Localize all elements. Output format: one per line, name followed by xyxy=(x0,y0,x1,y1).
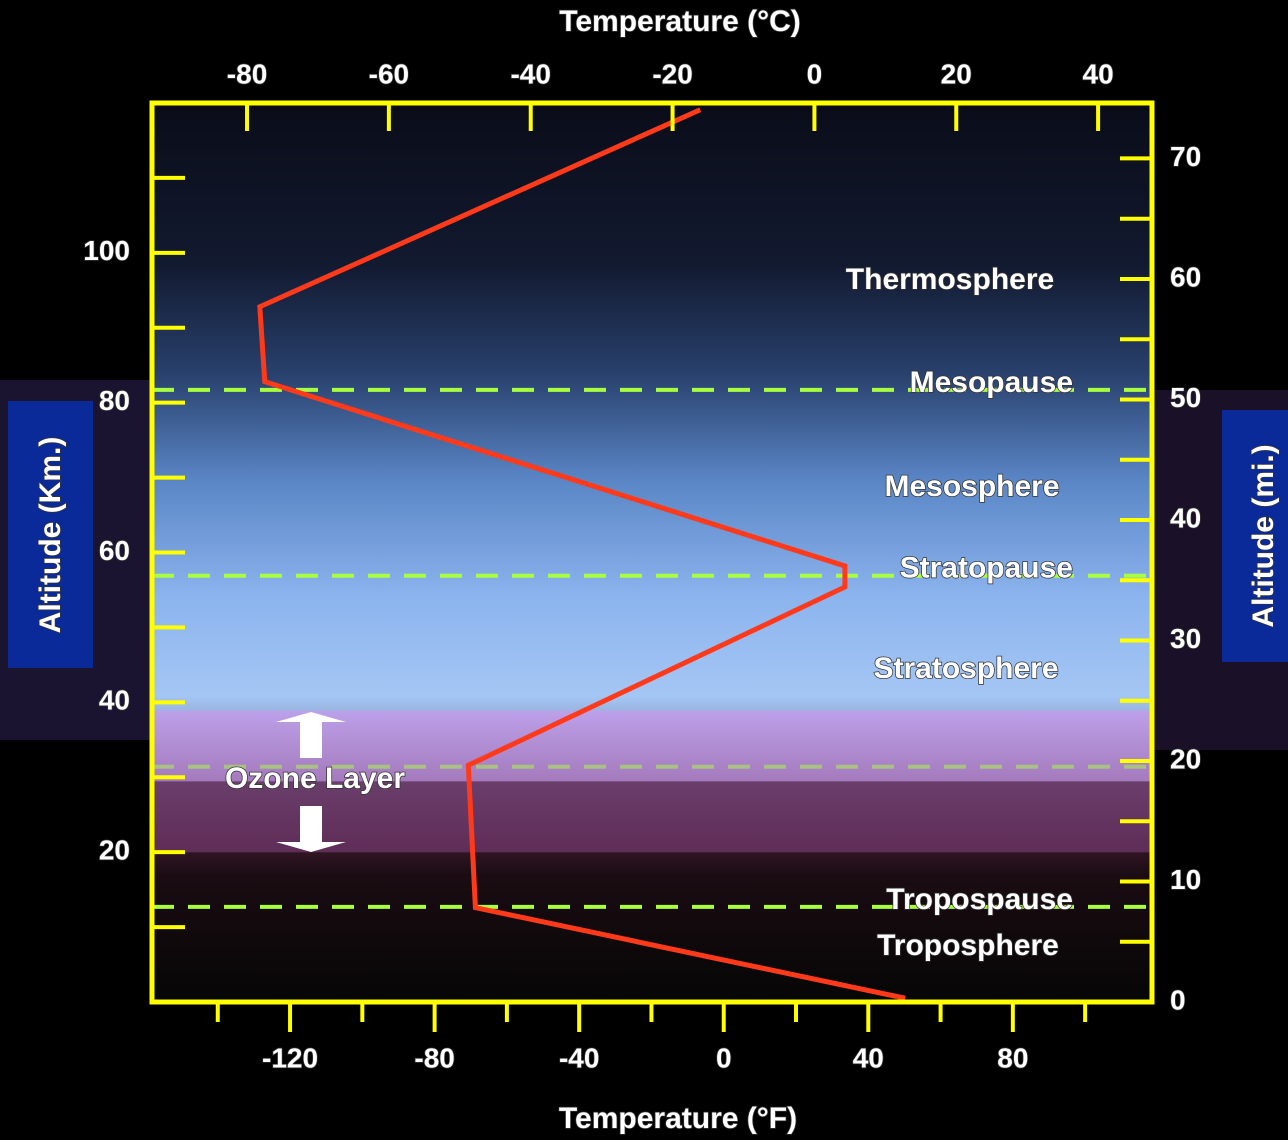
x-tick-label: -40 xyxy=(510,58,550,89)
x-tick-label: -80 xyxy=(227,58,267,89)
boundary-label: Tropospause xyxy=(886,883,1073,916)
ozone-label: Ozone Layer xyxy=(225,762,405,795)
x2-axis-label: Temperature (°F) xyxy=(559,1102,797,1135)
x-axis-label: Temperature (°C) xyxy=(559,5,800,38)
y2-tick-label: 60 xyxy=(1170,261,1201,292)
y2-tick-label: 30 xyxy=(1170,623,1201,654)
x2-tick-label: 80 xyxy=(997,1042,1028,1073)
chart: Thermosphere Mesosphere Stratosphere Tro… xyxy=(0,0,1288,1140)
y2-tick-label: 50 xyxy=(1170,382,1201,413)
y2-tick-label: 10 xyxy=(1170,864,1201,895)
x-tick-label: -60 xyxy=(369,58,409,89)
y-tick-label: 60 xyxy=(99,535,130,566)
y2-tick-label: 20 xyxy=(1170,743,1201,774)
y2-tick-label: 0 xyxy=(1170,984,1186,1015)
x2-tick-label: -120 xyxy=(262,1042,318,1073)
layer-label: Mesosphere xyxy=(884,470,1059,503)
x-tick-label: 20 xyxy=(941,58,972,89)
x-tick-label: 0 xyxy=(807,58,823,89)
x-tick-label: -20 xyxy=(652,58,692,89)
y2-tick-label: 70 xyxy=(1170,141,1201,172)
x2-tick-label: -40 xyxy=(559,1042,599,1073)
layer-label: Stratosphere xyxy=(873,652,1058,685)
x2-tick-label: 40 xyxy=(853,1042,884,1073)
x-tick-label: 40 xyxy=(1083,58,1114,89)
y-tick-label: 20 xyxy=(99,835,130,866)
y2-axis-label: Altitude (mi.) xyxy=(1247,444,1280,627)
layer-label: Troposphere xyxy=(877,929,1059,962)
boundary-label: Mesopause xyxy=(910,366,1073,399)
y-axis-label: Altitude (Km.) xyxy=(34,437,67,634)
x2-tick-label: 0 xyxy=(716,1042,732,1073)
y-tick-label: 80 xyxy=(99,385,130,416)
boundary-label: Stratopause xyxy=(900,552,1073,585)
y2-tick-label: 40 xyxy=(1170,502,1201,533)
layer-label: Thermosphere xyxy=(846,263,1054,296)
x2-tick-label: -80 xyxy=(414,1042,454,1073)
y-tick-label: 100 xyxy=(83,235,130,266)
y-tick-label: 40 xyxy=(99,685,130,716)
